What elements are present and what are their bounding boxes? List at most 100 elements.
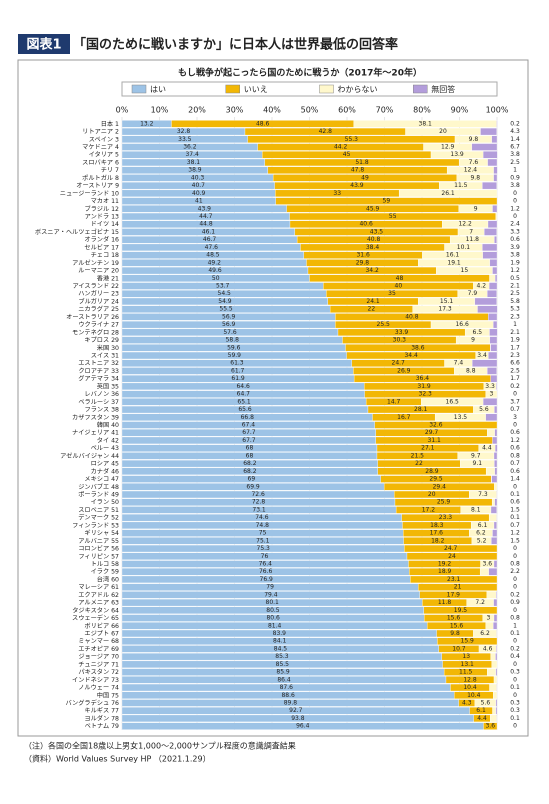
category-label: セルビア 17 xyxy=(84,243,119,251)
value-label: 11.8 xyxy=(438,599,452,606)
bar-segment xyxy=(493,530,498,537)
value-label: 47.6 xyxy=(205,244,219,251)
value-label: 13.2 xyxy=(140,120,154,127)
value-label: 38.1 xyxy=(419,120,433,127)
value-label: 0 xyxy=(513,483,517,490)
category-label: オーストリア 9 xyxy=(76,183,119,190)
value-label: 0.8 xyxy=(510,560,520,567)
bar-segment xyxy=(493,205,498,212)
value-label: 29.4 xyxy=(433,483,447,490)
value-label: 59.6 xyxy=(227,344,241,351)
value-label: 29.5 xyxy=(429,476,443,483)
value-label: 33 xyxy=(333,190,341,197)
category-label: ニカラグア 25 xyxy=(78,305,119,313)
category-label: レバノン 36 xyxy=(84,391,119,398)
category-label: 米国 30 xyxy=(97,344,119,352)
value-label: 18.3 xyxy=(430,522,444,529)
bar-segment xyxy=(496,669,497,676)
value-label: 0 xyxy=(513,391,517,398)
value-label: 96.4 xyxy=(296,723,310,730)
value-label: 2.5 xyxy=(510,159,520,166)
value-label: 0.5 xyxy=(510,275,520,282)
category-label: クロアチア 33 xyxy=(78,368,119,375)
value-label: 54.5 xyxy=(218,290,232,297)
category-label: ポーランド 49 xyxy=(78,490,119,498)
bar-segment xyxy=(494,167,498,174)
value-label: 3.4 xyxy=(477,352,487,359)
value-label: 48.5 xyxy=(206,252,220,259)
value-label: 9 xyxy=(471,337,475,344)
value-label: 29.8 xyxy=(356,259,370,266)
value-label: 31.9 xyxy=(417,383,431,390)
value-label: 8.1 xyxy=(471,506,481,513)
bar-segment xyxy=(494,483,497,490)
bar-segment xyxy=(472,360,497,367)
bar-segment xyxy=(488,159,497,166)
value-label: 68.2 xyxy=(243,460,257,467)
bar-segment xyxy=(496,645,497,652)
value-label: 49.2 xyxy=(208,259,222,266)
category-label: 中国 75 xyxy=(97,691,119,699)
category-label: タジキスタン 64 xyxy=(72,606,119,614)
bar-segment xyxy=(496,700,497,707)
value-label: 67.4 xyxy=(242,422,256,429)
category-label: バングラデシュ 76 xyxy=(66,699,120,707)
value-label: 4.2 xyxy=(476,283,486,290)
value-label: 29.7 xyxy=(425,429,439,436)
category-label: ペルー 43 xyxy=(91,445,119,452)
legend-swatch xyxy=(320,85,334,93)
value-label: 24.7 xyxy=(392,360,406,367)
note: （注）各国の全国18歳以上男女1,000～2,000サンプル程度の意識調査結果 xyxy=(24,741,296,751)
bar-segment xyxy=(490,337,497,344)
value-label: 11.5 xyxy=(459,669,473,676)
value-label: 1.4 xyxy=(510,476,520,483)
value-label: 38.6 xyxy=(411,344,425,351)
category-label: ロシア 45 xyxy=(91,461,119,468)
value-label: 2.5 xyxy=(510,367,520,374)
value-label: 13.1 xyxy=(461,661,475,668)
bar-segment xyxy=(490,329,498,336)
value-label: 6.2 xyxy=(476,530,486,537)
bar-segment xyxy=(487,669,496,676)
category-label: 香港 21 xyxy=(97,274,119,282)
value-label: 1.2 xyxy=(510,205,520,212)
value-label: 5.6 xyxy=(479,406,489,413)
value-label: 15.9 xyxy=(461,638,475,645)
bar-segment xyxy=(493,692,497,699)
value-label: 68 xyxy=(246,445,254,452)
value-label: 2.1 xyxy=(510,283,520,290)
x-tick-label: 100% xyxy=(486,106,509,115)
value-label: 74.6 xyxy=(255,514,269,521)
category-label: ベトナム 79 xyxy=(85,723,119,730)
category-label: カナダ 46 xyxy=(91,467,119,475)
value-label: 24.1 xyxy=(366,298,380,305)
value-label: 47.8 xyxy=(351,167,365,174)
value-label: 1.4 xyxy=(510,136,520,143)
value-label: 40.8 xyxy=(367,236,381,243)
value-label: 40.7 xyxy=(192,182,206,189)
category-label: スウェーデン 65 xyxy=(72,614,119,622)
category-label: マレーシア 61 xyxy=(78,584,119,591)
value-label: 68.2 xyxy=(243,468,257,475)
value-label: 2.4 xyxy=(510,221,520,228)
value-label: 34.4 xyxy=(404,352,418,359)
value-label: 3.7 xyxy=(510,398,520,405)
bar-segment xyxy=(489,283,497,290)
value-label: 93.8 xyxy=(291,715,305,722)
category-label: デンマーク 52 xyxy=(78,514,119,522)
category-label: ハンガリー 23 xyxy=(78,290,119,298)
value-label: 1.2 xyxy=(510,437,520,444)
value-label: 21 xyxy=(454,584,462,591)
value-label: 51.8 xyxy=(355,159,369,166)
value-label: 76.4 xyxy=(259,560,273,567)
bar-segment xyxy=(486,414,497,421)
value-label: 0 xyxy=(513,553,517,560)
bar-segment xyxy=(496,383,497,390)
value-label: 25.5 xyxy=(377,321,391,328)
value-label: 79.4 xyxy=(264,591,278,598)
value-label: 12.8 xyxy=(463,676,477,683)
category-label: ノルウェー 74 xyxy=(78,684,119,692)
value-label: 19.2 xyxy=(438,560,452,567)
value-label: 61.7 xyxy=(231,367,245,374)
